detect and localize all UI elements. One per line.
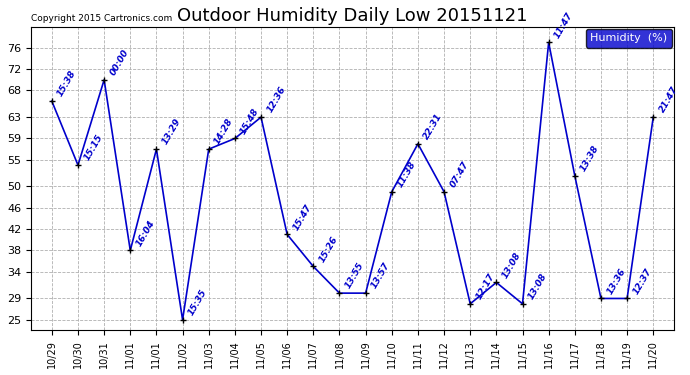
Text: 12:17: 12:17: [475, 272, 497, 301]
Text: 13:08: 13:08: [500, 251, 522, 280]
Text: 14:28: 14:28: [213, 117, 235, 146]
Text: 15:35: 15:35: [187, 288, 209, 317]
Text: 00:00: 00:00: [108, 48, 130, 77]
Text: 15:26: 15:26: [317, 234, 339, 264]
Text: 13:36: 13:36: [605, 266, 627, 296]
Text: 07:47: 07:47: [448, 160, 471, 189]
Text: Copyright 2015 Cartronics.com: Copyright 2015 Cartronics.com: [31, 15, 172, 24]
Text: 15:38: 15:38: [56, 69, 78, 98]
Text: 15:47: 15:47: [291, 202, 313, 232]
Text: 13:57: 13:57: [370, 261, 392, 290]
Text: 13:55: 13:55: [344, 261, 366, 290]
Title: Outdoor Humidity Daily Low 20151121: Outdoor Humidity Daily Low 20151121: [177, 7, 528, 25]
Legend: Humidity  (%): Humidity (%): [586, 29, 672, 48]
Text: 13:29: 13:29: [161, 117, 183, 146]
Text: 13:08: 13:08: [526, 272, 549, 301]
Text: 12:37: 12:37: [631, 266, 653, 296]
Text: 15:15: 15:15: [82, 133, 104, 162]
Text: 11:38: 11:38: [396, 160, 418, 189]
Text: 12:36: 12:36: [265, 85, 287, 114]
Text: 13:38: 13:38: [579, 144, 601, 173]
Text: 16:04: 16:04: [135, 218, 157, 248]
Text: 21:47: 21:47: [658, 85, 680, 114]
Text: 11:47: 11:47: [553, 10, 575, 40]
Text: 15:48: 15:48: [239, 106, 261, 136]
Text: 22:31: 22:31: [422, 112, 444, 141]
